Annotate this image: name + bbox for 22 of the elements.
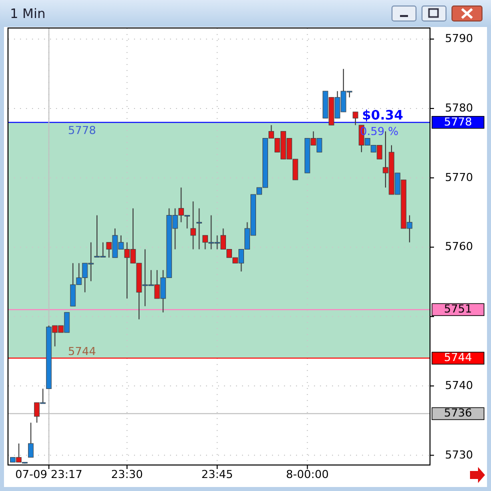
annotation: 5778 [68, 124, 96, 138]
ref-line-label: 5736 [444, 406, 472, 420]
x-tick-label: 07-09 23:17 [15, 468, 82, 481]
candlestick [352, 111, 358, 126]
y-tick-label: 5790 [445, 32, 473, 46]
annotation: $0.34 [362, 108, 404, 124]
y-tick-label: 5730 [445, 448, 473, 462]
chart-title: 1 Min [10, 7, 46, 22]
ref-line-label: 5744 [444, 351, 472, 364]
ref-line-label: 5778 [444, 115, 472, 128]
x-tick-label: 23:30 [111, 468, 143, 481]
y-tick-label: 5770 [445, 170, 473, 184]
ref-line-label: 5751 [444, 302, 472, 316]
y-tick-label: 5740 [445, 378, 473, 392]
x-tick-label: 23:45 [201, 468, 234, 481]
y-tick-label: 5760 [445, 240, 473, 254]
candlestick [196, 208, 202, 250]
candlestick [28, 422, 34, 458]
x-tick-label: 8-00:00 [286, 468, 329, 481]
candlestick [190, 200, 196, 250]
y-tick-label: 5780 [445, 101, 473, 114]
annotation: 5744 [68, 345, 96, 358]
